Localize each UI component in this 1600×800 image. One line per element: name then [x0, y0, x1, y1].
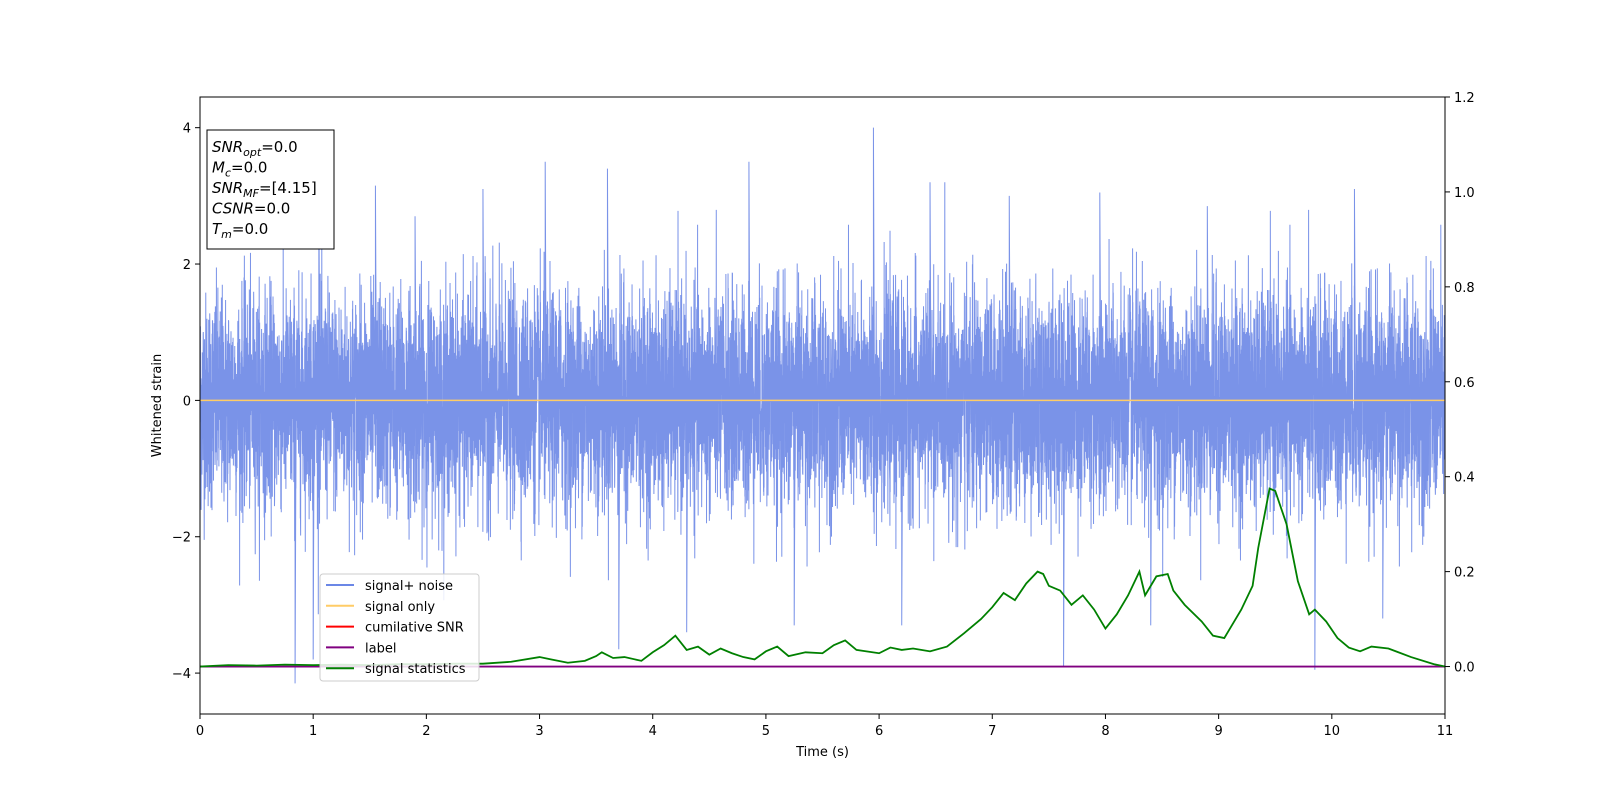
info-value: =0.0	[261, 138, 297, 156]
legend-label: label	[365, 641, 396, 656]
info-value: =0.0	[231, 159, 267, 177]
x-tick-label: 5	[762, 724, 770, 739]
y-right-tick-label: 0.0	[1454, 661, 1475, 676]
info-value: =0.0	[254, 200, 290, 218]
x-tick-label: 9	[1214, 724, 1222, 739]
info-sub: opt	[243, 146, 262, 159]
legend-label: signal statistics	[365, 662, 466, 677]
info-box: SNRopt=0.0Mc=0.0SNRMF=[4.15]CSNR=0.0Tm=0…	[206, 129, 335, 250]
info-value: =0.0	[232, 220, 268, 238]
series-group	[200, 127, 1445, 684]
x-tick-label: 1	[309, 724, 317, 739]
y-right-tick-label: 1.0	[1454, 186, 1475, 201]
x-tick-label: 4	[649, 724, 657, 739]
y-right-tick-label: 0.4	[1454, 471, 1475, 486]
plot-area	[200, 127, 1445, 684]
x-tick-label: 0	[196, 724, 204, 739]
info-main: SNR	[212, 138, 243, 156]
legend-label: signal+ noise	[365, 579, 453, 594]
x-tick-label: 11	[1437, 724, 1454, 739]
y-left-tick-label: −4	[172, 667, 191, 682]
legend-label: signal only	[365, 600, 435, 615]
axes: 0 1 2 3 4 5 6 7 8 9 10 11 −4 −2 0 2 4 0.0 0.2 0.4 0.6 0.8 1.0 1…	[150, 91, 1475, 760]
x-axis-label: Time (s)	[795, 745, 849, 760]
legend-label: cumilative SNR	[365, 621, 464, 636]
series-signal-noise	[200, 127, 1445, 684]
y-left-tick-label: −2	[172, 531, 191, 546]
y-axis-label: Whitened strain	[150, 354, 165, 457]
x-tick-label: 10	[1324, 724, 1341, 739]
info-box-frame	[206, 129, 335, 250]
plot-frame	[199, 96, 1446, 715]
info-line: SNRopt=0.0	[212, 138, 298, 159]
y-right-tick-label: 0.6	[1454, 376, 1475, 391]
info-main: SNR	[212, 179, 243, 197]
y-right-tick-label: 0.8	[1454, 281, 1475, 296]
x-tick-label: 6	[875, 724, 883, 739]
info-value: =[4.15]	[259, 179, 317, 197]
series-signal-statistics	[200, 487, 1445, 668]
info-sub: m	[221, 228, 232, 241]
info-line: CSNR=0.0	[212, 200, 290, 218]
info-line: Mc=0.0	[212, 159, 267, 180]
info-sub: c	[225, 167, 231, 180]
x-tick-label: 8	[1101, 724, 1109, 739]
y-right-tick-label: 1.2	[1454, 91, 1475, 106]
info-main: M	[212, 159, 225, 177]
legend: signal+ noise signal only cumilative SNR la…	[319, 573, 480, 682]
info-main: CSNR	[212, 200, 254, 218]
y-left-tick-label: 2	[183, 258, 191, 273]
legend-frame	[319, 573, 480, 682]
info-main: T	[212, 220, 223, 238]
info-line: SNRMF=[4.15]	[212, 179, 317, 200]
info-sub: MF	[243, 187, 259, 200]
info-line: Tm=0.0	[212, 220, 268, 241]
x-tick-label: 7	[988, 724, 996, 739]
y-right-tick-label: 0.2	[1454, 566, 1475, 581]
y-left-tick-label: 0	[183, 394, 191, 409]
y-left-tick-label: 4	[183, 122, 191, 137]
x-tick-label: 2	[422, 724, 430, 739]
x-tick-label: 3	[535, 724, 543, 739]
